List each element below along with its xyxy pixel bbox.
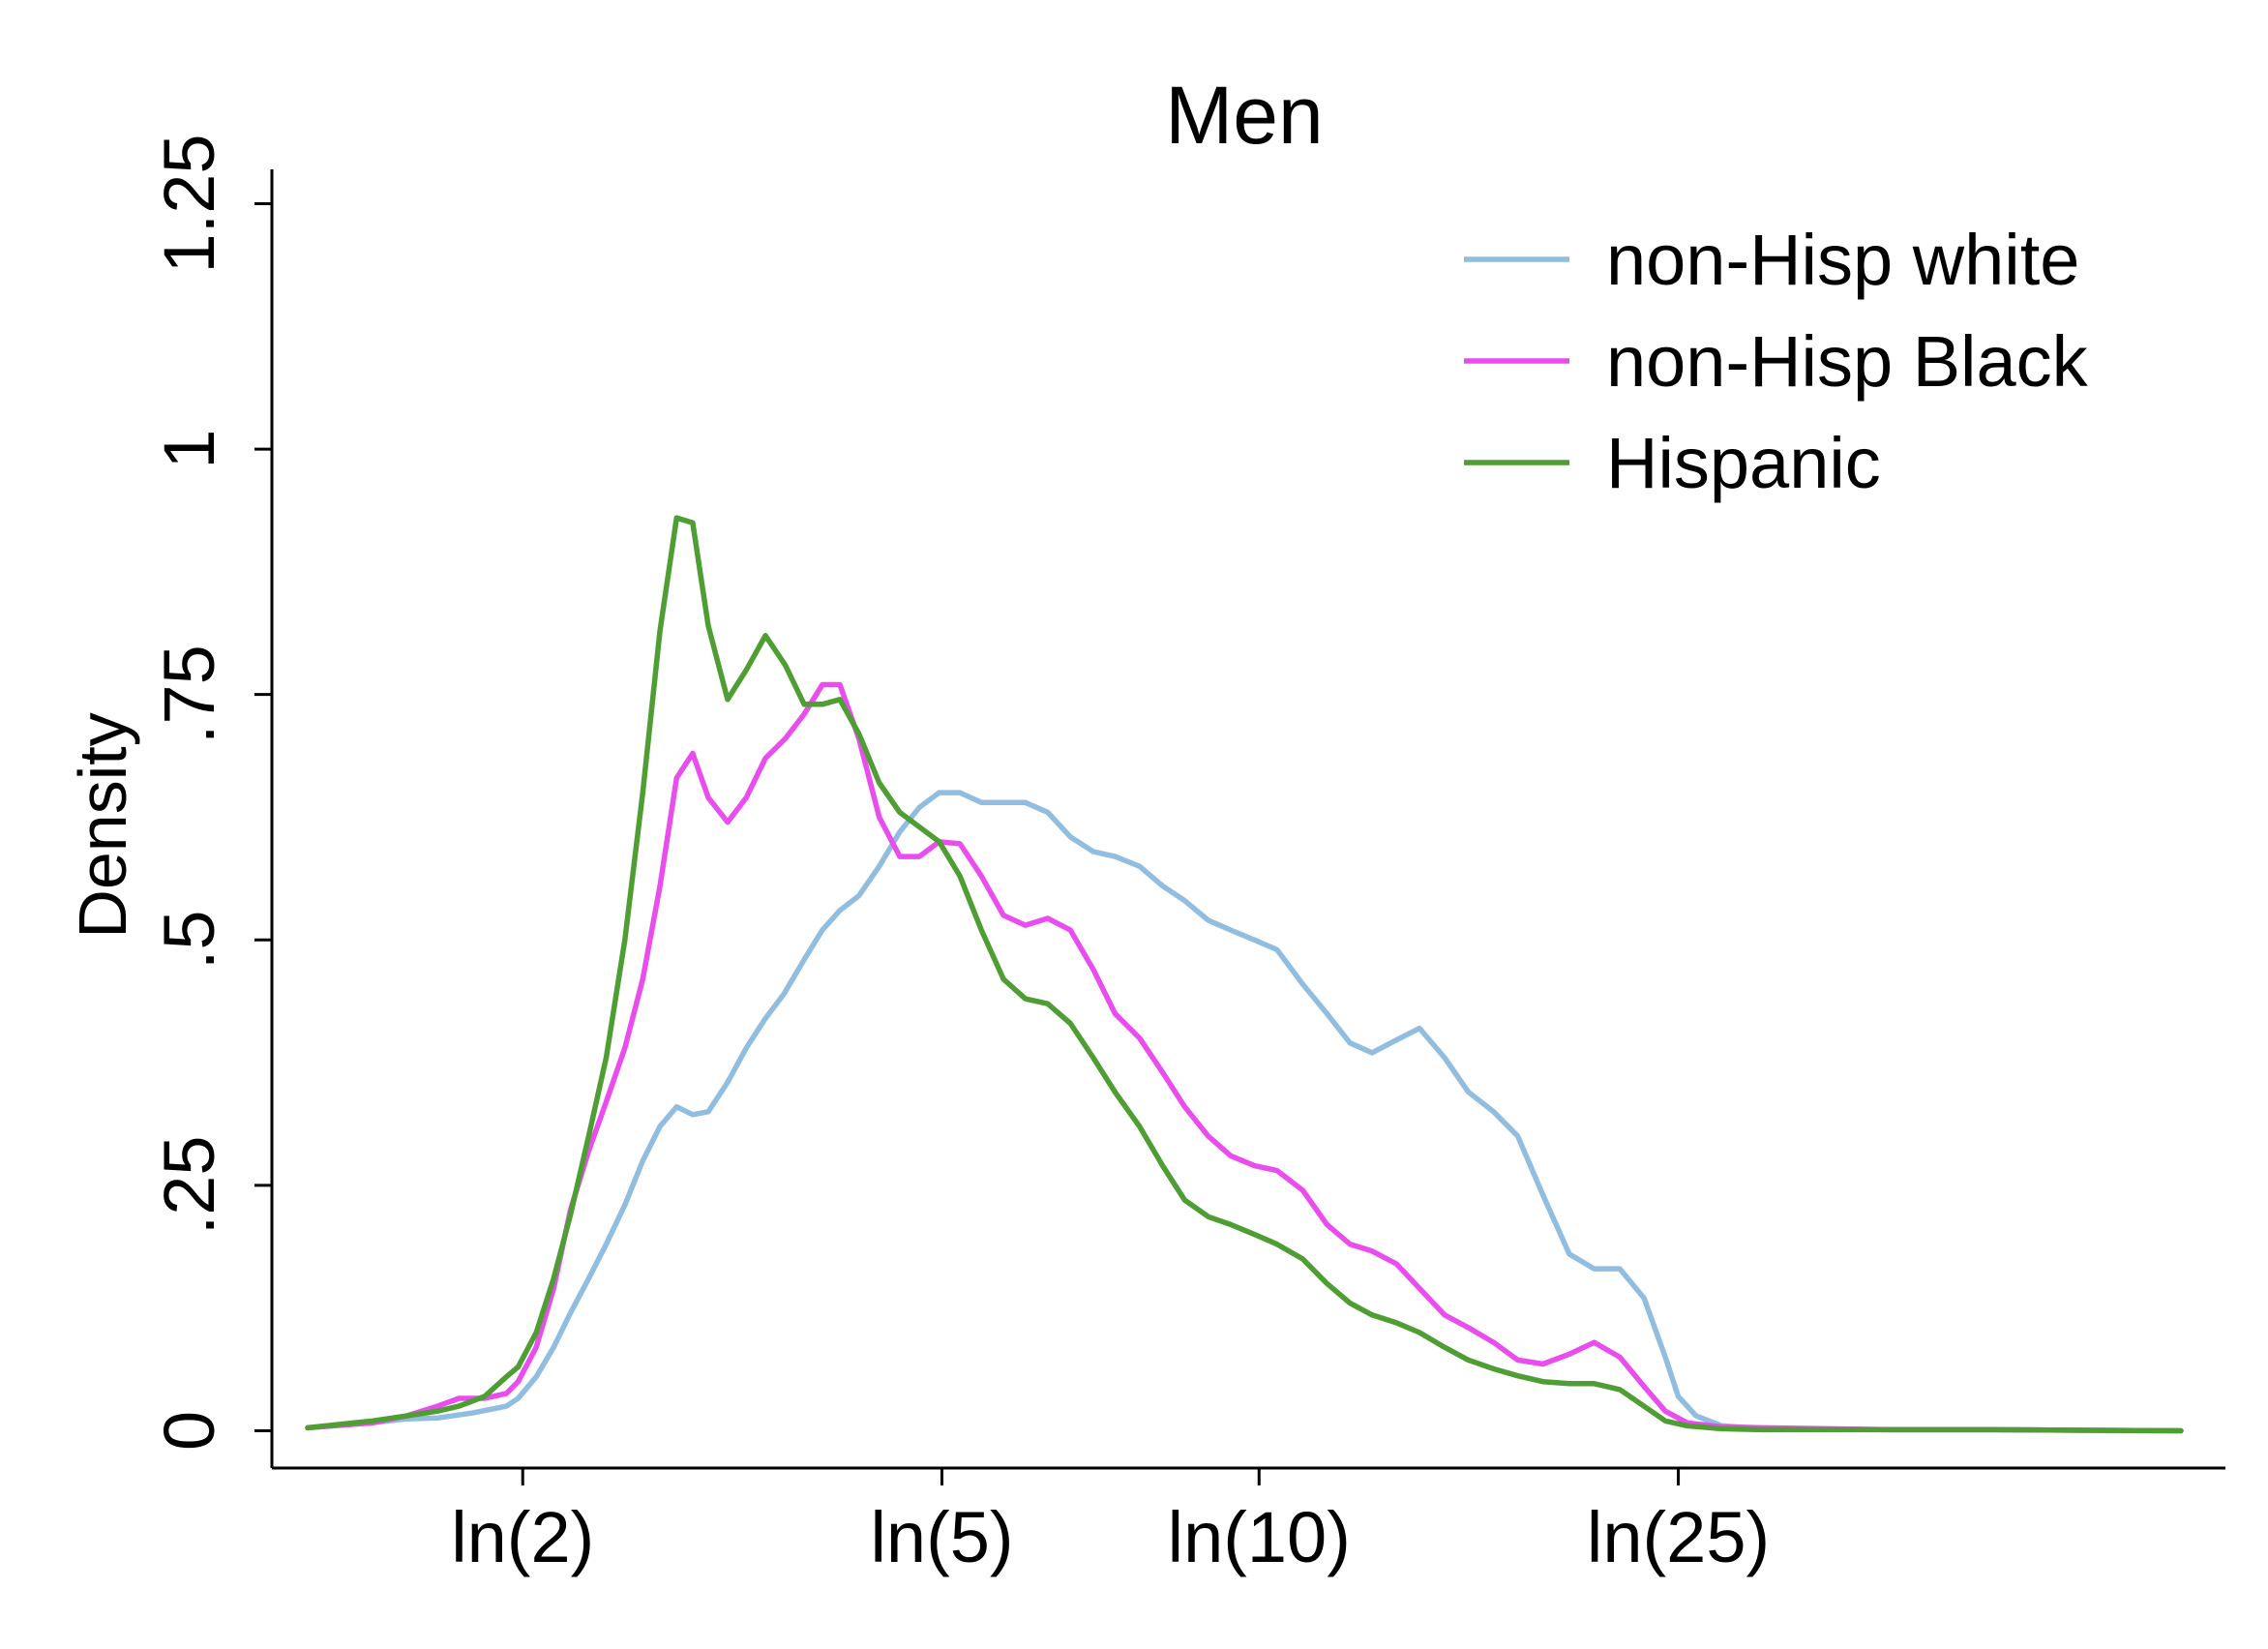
y-tick-label: 1 — [149, 430, 229, 469]
y-tick-label: .5 — [149, 910, 229, 970]
series-lines — [305, 515, 2184, 1434]
legend-label: Hispanic — [1606, 423, 1881, 503]
x-axis-ticks: ln(2) ln(5) ln(10) ln(25) — [451, 1468, 1770, 1577]
y-axis-ticks: 0 .25 .5 .75 1 1.25 — [149, 134, 272, 1451]
chart-title: Men — [1165, 70, 1323, 161]
x-tick-label: ln(5) — [870, 1497, 1013, 1577]
legend-label: non-Hisp Black — [1606, 321, 2089, 402]
series-line-hispanic — [305, 515, 2184, 1434]
y-tick-label: .75 — [149, 645, 229, 744]
y-tick-label: 1.25 — [149, 134, 229, 273]
legend-label: non-Hisp white — [1606, 220, 2079, 300]
y-tick-label: 0 — [149, 1411, 229, 1451]
y-tick-label: .25 — [149, 1135, 229, 1235]
x-tick-label: ln(10) — [1168, 1497, 1351, 1577]
series-line-non-hisp-black — [305, 681, 2184, 1434]
series-line-non-hisp-white — [305, 790, 2184, 1434]
x-tick-label: ln(25) — [1587, 1497, 1770, 1577]
legend: non-Hisp white non-Hisp Black Hispanic — [1464, 220, 2089, 503]
y-axis-title: Density — [65, 712, 140, 938]
x-tick-label: ln(2) — [451, 1497, 594, 1577]
